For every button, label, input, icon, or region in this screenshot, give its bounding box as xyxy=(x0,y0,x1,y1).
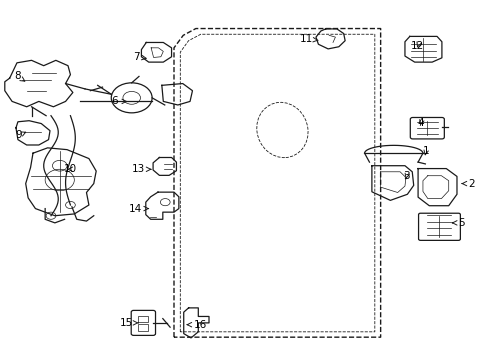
Text: 4: 4 xyxy=(417,118,424,128)
Text: 6: 6 xyxy=(111,96,126,107)
Bar xyxy=(137,316,148,322)
Text: 5: 5 xyxy=(451,218,464,228)
Text: 13: 13 xyxy=(131,164,150,174)
Text: 11: 11 xyxy=(299,34,318,44)
Text: 8: 8 xyxy=(14,71,25,81)
Text: 12: 12 xyxy=(410,41,424,51)
Text: 2: 2 xyxy=(461,179,474,189)
Text: 3: 3 xyxy=(403,171,409,181)
Text: 7: 7 xyxy=(133,52,146,62)
Text: 14: 14 xyxy=(129,203,148,213)
Bar xyxy=(137,324,148,331)
Text: 1: 1 xyxy=(422,147,428,157)
Text: 16: 16 xyxy=(187,320,206,330)
Text: 10: 10 xyxy=(63,164,77,174)
Text: 15: 15 xyxy=(119,318,138,328)
Text: 9: 9 xyxy=(15,130,26,140)
